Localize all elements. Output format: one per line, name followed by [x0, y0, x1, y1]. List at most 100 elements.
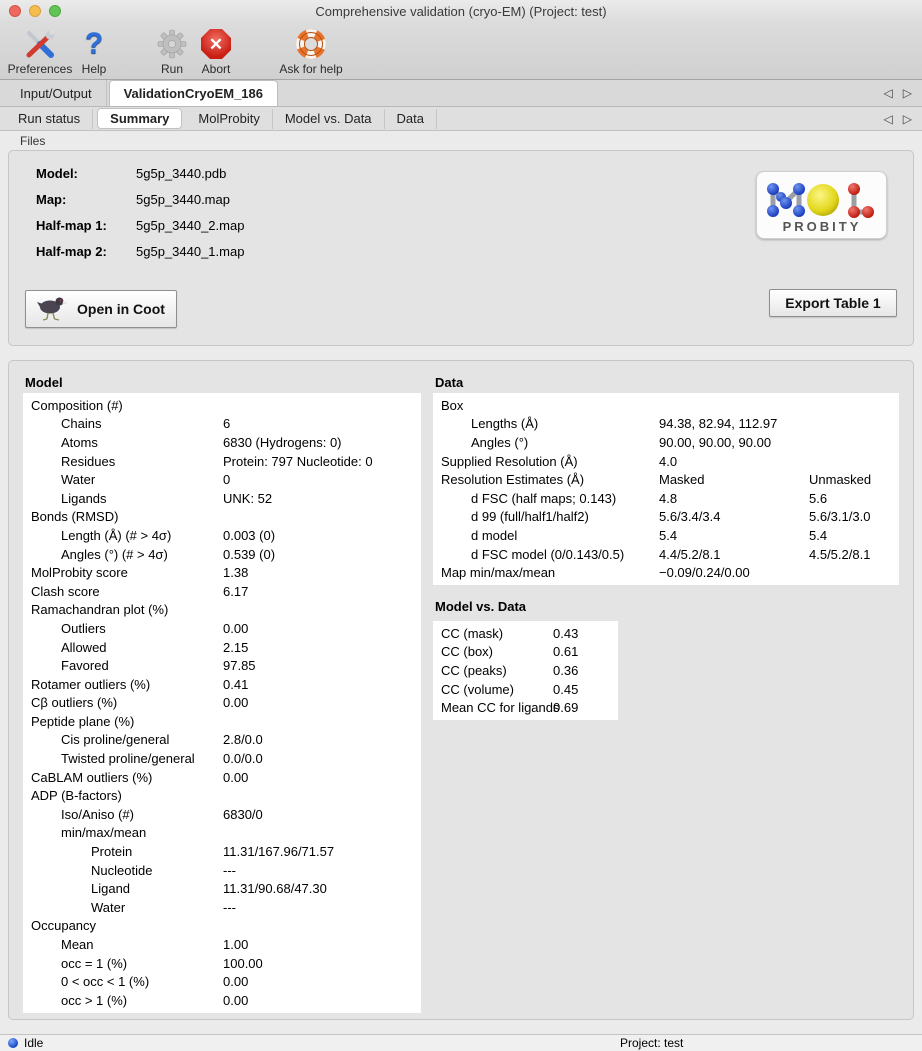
cc-row-label: Mean CC for ligands	[441, 700, 560, 716]
data-table-row: Box	[441, 396, 891, 415]
model-table-row: Water 0	[31, 470, 413, 489]
model-table-row: occ = 1 (%) 100.00	[31, 954, 413, 973]
model-table-row: ADP (B-factors)	[31, 786, 413, 805]
export-table-1-label: Export Table 1	[785, 295, 881, 311]
preferences-button[interactable]: Preferences	[6, 26, 74, 76]
status-indicator-icon	[8, 1038, 18, 1048]
data-row-masked-value: 4.0	[659, 453, 678, 469]
model-row-value: 0.00	[223, 992, 249, 1008]
open-in-coot-button[interactable]: Open in Coot	[25, 290, 177, 328]
tab-scroll-right-icon[interactable]: ▷	[902, 86, 912, 100]
window-title: Comprehensive validation (cryo-EM) (Proj…	[315, 3, 607, 19]
tab-summary[interactable]: Summary	[97, 108, 183, 129]
model-vs-data-row: CC (peaks) 0.36	[441, 661, 610, 680]
files-groupbox: Model: 5g5p_3440.pdb Map: 5g5p_3440.map …	[8, 150, 914, 346]
tab-input-output[interactable]: Input/Output	[6, 80, 107, 106]
data-row-label: Supplied Resolution (Å)	[441, 453, 578, 469]
model-row-label: Composition (#)	[31, 397, 123, 413]
cc-row-label: CC (volume)	[441, 681, 514, 697]
question-mark-icon: ?	[84, 27, 104, 60]
model-row-label: Iso/Aniso (#)	[61, 806, 134, 822]
model-table-row: Favored 97.85	[31, 656, 413, 675]
model-row-label: Outliers	[61, 620, 106, 636]
abort-label: Abort	[201, 62, 231, 76]
data-row-unmasked-value: 5.6/3.1/3.0	[809, 509, 871, 525]
data-table-row: d 99 (full/half1/half2) 5.6/3.4/3.4 5.6/…	[441, 508, 891, 527]
tab-scroll-left-icon[interactable]: ◁	[883, 86, 893, 100]
minimize-window-button[interactable]	[29, 5, 41, 17]
cc-row-value: 0.45	[553, 681, 579, 697]
data-table-row: d FSC (half maps; 0.143) 4.8 5.6	[441, 489, 891, 508]
model-row-label: occ > 1 (%)	[61, 992, 128, 1008]
data-row-masked-value: 4.8	[659, 490, 678, 506]
model-row-label: Rotamer outliers (%)	[31, 676, 151, 692]
file-row: Half-map 1: 5g5p_3440_2.map	[36, 217, 913, 235]
model-table-row: Residues Protein: 797 Nucleotide: 0	[31, 452, 413, 471]
model-row-value: 0.00	[223, 695, 249, 711]
run-button[interactable]: Run	[150, 26, 194, 76]
tab-molprobity[interactable]: MolProbity	[186, 108, 273, 129]
model-vs-data-row: CC (volume) 0.45	[441, 680, 610, 699]
secondary-tab-bar: Run status Summary MolProbity Model vs. …	[0, 107, 922, 131]
abort-button[interactable]: ✕ Abort	[194, 26, 238, 76]
subtab-scroll-left-icon[interactable]: ◁	[883, 111, 893, 126]
model-table-row: Chains 6	[31, 415, 413, 434]
model-row-value: 11.31/90.68/47.30	[223, 881, 327, 897]
zoom-window-button[interactable]	[49, 5, 61, 17]
close-window-button[interactable]	[9, 5, 21, 17]
model-row-label: Ligands	[61, 490, 107, 506]
model-table-row: Nucleotide ---	[31, 861, 413, 880]
data-row-masked-value: −0.09/0.24/0.00	[659, 565, 750, 581]
model-row-label: Ramachandran plot (%)	[31, 602, 169, 618]
model-table-row: Peptide plane (%)	[31, 712, 413, 731]
titlebar: Comprehensive validation (cryo-EM) (Proj…	[0, 0, 922, 22]
model-table-row: min/max/mean	[31, 824, 413, 843]
abort-stop-icon: ✕	[201, 26, 231, 62]
model-row-label: Ligand	[91, 881, 131, 897]
model-row-value: 0.00	[223, 620, 249, 636]
model-row-value: ---	[223, 862, 236, 878]
tab-data[interactable]: Data	[385, 108, 437, 129]
ask-for-help-button[interactable]: Ask for help	[266, 26, 356, 76]
cc-row-label: CC (box)	[441, 644, 494, 660]
tab-model-vs-data[interactable]: Model vs. Data	[273, 108, 385, 129]
model-row-label: Occupancy	[31, 918, 97, 934]
model-table-row: Atoms 6830 (Hydrogens: 0)	[31, 433, 413, 452]
model-row-label: Mean	[61, 937, 94, 953]
data-row-unmasked-value: 5.6	[809, 490, 828, 506]
file-name: 5g5p_3440.map	[136, 192, 230, 207]
model-row-value: 6	[223, 416, 231, 432]
file-list: Model: 5g5p_3440.pdb Map: 5g5p_3440.map …	[9, 151, 913, 261]
data-table: Box Lengths (Å) 94.38, 82.94, 112.97 Ang…	[433, 393, 899, 585]
model-row-value: 0.003 (0)	[223, 527, 276, 543]
data-table-row: Supplied Resolution (Å) 4.0	[441, 452, 891, 471]
model-vs-data-table: CC (mask) 0.43 CC (box) 0.61 CC (peaks) …	[433, 620, 618, 720]
model-row-value: Protein: 797 Nucleotide: 0	[223, 453, 373, 469]
model-row-label: Favored	[61, 658, 109, 674]
model-row-value: 11.31/167.96/71.57	[223, 844, 335, 860]
model-row-label: Residues	[61, 453, 116, 469]
coot-bird-icon	[37, 295, 69, 324]
export-table-1-button[interactable]: Export Table 1	[769, 289, 897, 317]
toolbar: Preferences ? Help Run ✕ Abort	[0, 22, 922, 80]
data-row-label: Lengths (Å)	[471, 416, 539, 432]
model-table-row: Mean 1.00	[31, 935, 413, 954]
data-row-label: d FSC (half maps; 0.143)	[471, 490, 617, 506]
help-button[interactable]: ? Help	[74, 26, 114, 77]
data-table-title: Data	[435, 375, 464, 390]
tab-run-status[interactable]: Run status	[6, 108, 94, 129]
summary-page: Files Model: 5g5p_3440.pdb Map: 5g5p_344…	[0, 131, 922, 1020]
model-table-row: Ligands UNK: 52	[31, 489, 413, 508]
file-row: Map: 5g5p_3440.map	[36, 191, 913, 209]
file-name: 5g5p_3440_2.map	[136, 218, 245, 233]
model-table-row: Ramachandran plot (%)	[31, 601, 413, 620]
model-row-value: 6830/0	[223, 806, 263, 822]
subtab-scroll-right-icon[interactable]: ▷	[902, 111, 912, 126]
data-row-label: Map min/max/mean	[441, 565, 556, 581]
model-row-label: Length (Å) (# > 4σ)	[61, 527, 172, 543]
model-table-row: Iso/Aniso (#) 6830/0	[31, 805, 413, 824]
run-label: Run	[160, 62, 183, 76]
model-row-label: Atoms	[61, 434, 98, 450]
model-table-row: Twisted proline/general 0.0/0.0	[31, 749, 413, 768]
tab-validation-cryoem[interactable]: ValidationCryoEM_186	[108, 80, 279, 106]
